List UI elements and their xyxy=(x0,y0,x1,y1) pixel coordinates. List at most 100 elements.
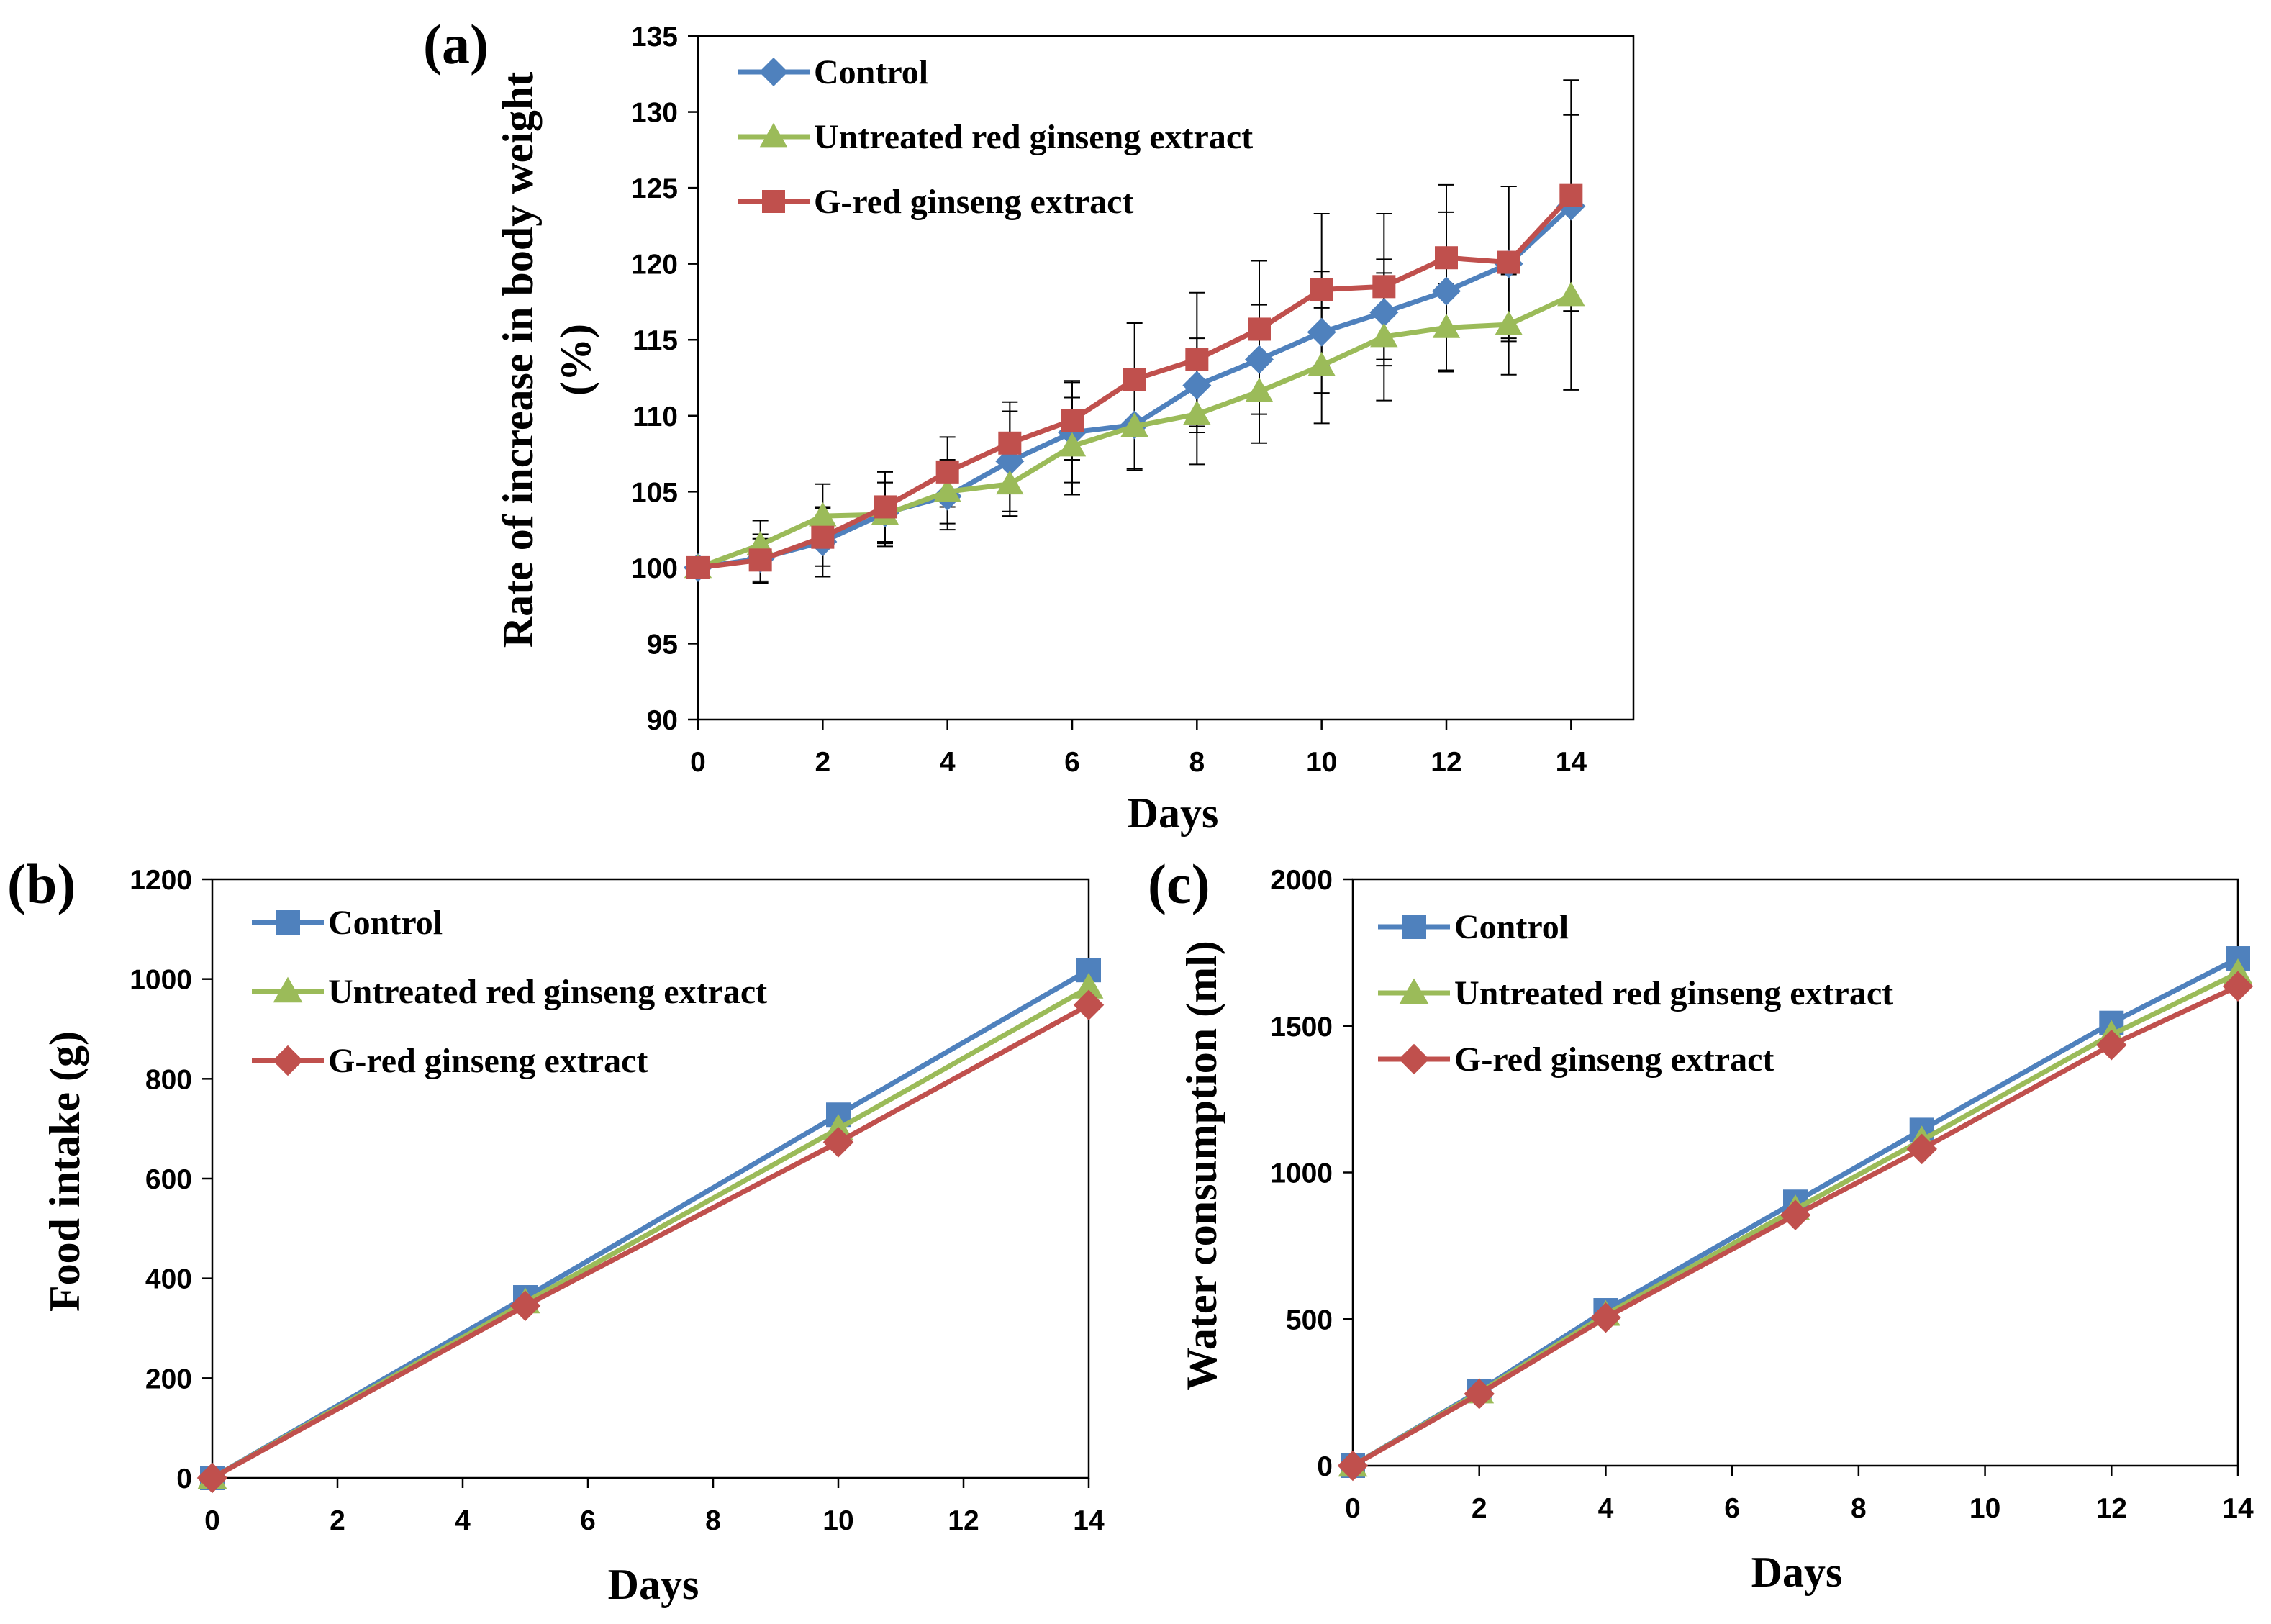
panel-c-x-tick-label: 14 xyxy=(2222,1493,2254,1524)
panel-a-point-control xyxy=(1245,345,1274,374)
panel-a-point-g-red-ginseng-extract xyxy=(1372,275,1396,299)
panel-a-chart: (a) Days Rate of increase in body weight… xyxy=(423,13,1635,837)
panel-c-y-tick-label: 1500 xyxy=(1270,1012,1333,1043)
panel-a-point-untreated-red-ginseng-extract xyxy=(1183,400,1211,425)
panel-a-y-tick-label: 115 xyxy=(633,325,678,356)
panel-a-point-g-red-ginseng-extract xyxy=(1123,368,1146,391)
panel-a-x-axis-title: Days xyxy=(1128,789,1219,837)
panel-c-x-tick-label: 10 xyxy=(1969,1493,2000,1524)
panel-b-x-tick-label: 8 xyxy=(705,1505,721,1536)
panel-a-point-g-red-ginseng-extract xyxy=(874,495,897,519)
panel-c-point-g-red-ginseng-extract xyxy=(2222,971,2254,1002)
panel-a-y-tick-label: 100 xyxy=(631,553,678,584)
panel-c-y-tick-label: 2000 xyxy=(1270,865,1333,896)
panel-b-y-tick-label: 0 xyxy=(176,1464,192,1494)
panel-c-y-tick-label: 0 xyxy=(1317,1451,1333,1482)
panel-b-x-axis-title: Days xyxy=(608,1561,699,1608)
panel-c-legend-label: G-red ginseng extract xyxy=(1454,1040,1774,1079)
panel-a-x-tick-label: 0 xyxy=(690,747,706,778)
panel-a-point-untreated-red-ginseng-extract xyxy=(809,502,837,527)
panel-a-y-axis-title-line1: Rate of increase in body weight xyxy=(494,72,542,648)
panel-b-point-g-red-ginseng-extract xyxy=(1073,989,1105,1020)
panel-a-x-tick-label: 14 xyxy=(1556,747,1587,778)
panel-a-legend-marker xyxy=(759,122,788,148)
panel-b-y-tick-label: 200 xyxy=(145,1364,192,1394)
panel-c-plot-area xyxy=(1351,878,2239,1467)
panel-a-point-g-red-ginseng-extract xyxy=(811,525,835,549)
panel-c-legend-marker xyxy=(1399,978,1429,1004)
panel-a-point-untreated-red-ginseng-extract xyxy=(1495,310,1523,335)
panel-b-legend-label: G-red ginseng extract xyxy=(328,1042,648,1080)
panel-c-chart: (c) Days Water consumption (ml) 0 500 1000… xyxy=(1148,853,2254,1596)
panel-a-y-axis-title-line2: (%) xyxy=(552,324,599,396)
panel-b-chart: (b) Days Food intake (g) 0 200 400 600 800 10… xyxy=(7,853,1105,1608)
panel-b-x-tick-label: 2 xyxy=(330,1505,345,1536)
panel-a-point-g-red-ginseng-extract xyxy=(935,460,959,484)
panel-b-point-g-red-ginseng-extract xyxy=(822,1127,854,1158)
panel-c-legend-marker xyxy=(1398,1043,1430,1075)
panel-c-point-g-red-ginseng-extract xyxy=(1337,1450,1369,1482)
panel-a-point-untreated-red-ginseng-extract xyxy=(1120,412,1148,437)
panel-a-point-g-red-ginseng-extract xyxy=(998,431,1022,455)
panel-a-y-tick-label: 125 xyxy=(631,173,678,204)
panel-a-y-tick-label: 120 xyxy=(631,250,678,281)
panel-a-point-untreated-red-ginseng-extract xyxy=(996,470,1024,495)
panel-c-x-tick-label: 4 xyxy=(1598,1493,1614,1524)
panel-a-y-tick-label: 90 xyxy=(647,705,678,736)
panel-a-legend: Control Untreated red ginseng extract G-re… xyxy=(738,53,1253,221)
panel-a-point-g-red-ginseng-extract xyxy=(1559,183,1583,207)
panel-a-plot-area xyxy=(697,35,1635,721)
panel-c-x-tick-label: 8 xyxy=(1851,1493,1867,1524)
panel-b-point-g-red-ginseng-extract xyxy=(509,1290,541,1322)
panel-c-legend-marker xyxy=(1402,915,1426,939)
panel-a-x-tick-label: 8 xyxy=(1189,747,1205,778)
panel-b-label: (b) xyxy=(7,853,76,915)
panel-c-x-axis-title: Days xyxy=(1751,1548,1843,1596)
panel-b-x-tick-label: 14 xyxy=(1073,1505,1105,1536)
panel-c-label: (c) xyxy=(1148,853,1210,915)
panel-b-point-untreated-red-ginseng-extract xyxy=(1074,973,1104,999)
panel-a-point-g-red-ginseng-extract xyxy=(1497,250,1520,274)
panel-c-legend-label: Control xyxy=(1454,908,1569,946)
panel-a-y-tick-label: 105 xyxy=(631,477,678,508)
panel-c-x-tick-label: 6 xyxy=(1724,1493,1740,1524)
panel-c-x-tick-label: 0 xyxy=(1345,1493,1361,1524)
panel-a-point-untreated-red-ginseng-extract xyxy=(1245,377,1274,402)
panel-a-point-untreated-red-ginseng-extract xyxy=(1432,314,1461,338)
panel-b-legend-marker xyxy=(272,1045,304,1076)
panel-b-line-g-red-ginseng-extract xyxy=(211,1002,1090,1481)
panel-a-legend-label: Untreated red ginseng extract xyxy=(814,118,1253,156)
panel-a-x-tick-label: 4 xyxy=(940,747,956,778)
panel-a-label: (a) xyxy=(423,13,489,76)
panel-a-point-g-red-ginseng-extract xyxy=(1435,246,1458,270)
panel-b-y-tick-label: 1000 xyxy=(130,965,192,996)
panel-a-legend-marker xyxy=(759,58,788,86)
panel-a-legend-label: Control xyxy=(814,53,928,91)
panel-c-point-g-red-ginseng-extract xyxy=(1780,1199,1811,1230)
panel-c-point-g-red-ginseng-extract xyxy=(1464,1378,1495,1410)
panel-a-point-g-red-ginseng-extract xyxy=(748,548,772,572)
panel-a-point-untreated-red-ginseng-extract xyxy=(1307,351,1336,376)
panel-b-y-axis-title: Food intake (g) xyxy=(41,1031,89,1312)
panel-a-point-untreated-red-ginseng-extract xyxy=(1557,281,1585,307)
panel-b-y-tick-label: 1200 xyxy=(130,865,192,896)
panel-c-legend: Control Untreated red ginseng extract G-re… xyxy=(1378,908,1893,1079)
panel-a-y-tick-label: 130 xyxy=(631,98,678,129)
panel-b-legend-label: Control xyxy=(328,904,443,942)
panel-a-y-tick-label: 110 xyxy=(633,402,678,432)
panel-a-x-tick-label: 10 xyxy=(1306,747,1337,778)
panel-a-point-control xyxy=(1432,276,1461,306)
panel-c-point-g-red-ginseng-extract xyxy=(1906,1133,1937,1165)
panel-a-point-g-red-ginseng-extract xyxy=(686,555,710,579)
panel-a-point-untreated-red-ginseng-extract xyxy=(933,478,961,502)
panel-b-point-g-red-ginseng-extract xyxy=(196,1462,228,1494)
panel-c-x-tick-label: 2 xyxy=(1472,1493,1487,1524)
panel-a-x-tick-label: 12 xyxy=(1431,747,1461,778)
panel-b-x-tick-label: 6 xyxy=(580,1505,596,1536)
panel-b-y-tick-label: 600 xyxy=(145,1164,192,1195)
panel-c-x-tick-label: 12 xyxy=(2096,1493,2127,1524)
panel-b-point-untreated-red-ginseng-extract xyxy=(823,1114,853,1140)
panel-c-point-g-red-ginseng-extract xyxy=(2096,1029,2127,1061)
panel-a-point-g-red-ginseng-extract xyxy=(1061,409,1084,432)
